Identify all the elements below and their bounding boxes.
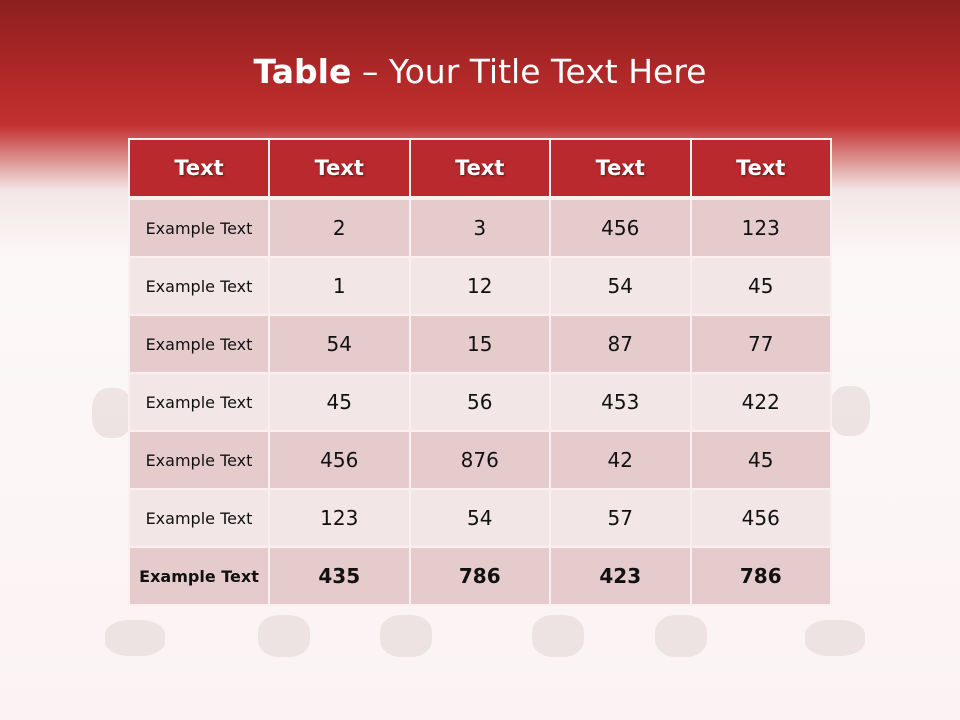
cell-value: 422 xyxy=(689,372,832,432)
cell-value: 57 xyxy=(549,488,692,548)
cell-value: 56 xyxy=(408,372,551,432)
figure-hand-left xyxy=(92,388,132,438)
cell-value: 2 xyxy=(268,197,411,258)
row-label: Example Text xyxy=(128,546,270,606)
title-rest: – Your Title Text Here xyxy=(351,52,707,91)
cell-value: 45 xyxy=(268,372,411,432)
cell-value: 77 xyxy=(689,314,832,374)
data-table: Text Text Text Text Text Example Text 2 3 4… xyxy=(128,138,832,606)
figure-foot xyxy=(805,620,865,656)
header-cell: Text xyxy=(128,138,270,199)
cell-value: 786 xyxy=(689,546,832,606)
table-row: Example Text 456 876 42 45 xyxy=(128,430,832,490)
table-row: Example Text 123 54 57 456 xyxy=(128,488,832,548)
row-label: Example Text xyxy=(128,430,270,490)
cell-value: 456 xyxy=(268,430,411,490)
cell-value: 42 xyxy=(549,430,692,490)
cell-value: 456 xyxy=(689,488,832,548)
figure-foot xyxy=(380,615,432,657)
cell-value: 45 xyxy=(689,256,832,316)
table-row: Example Text 2 3 456 123 xyxy=(128,197,832,258)
cell-value: 876 xyxy=(408,430,551,490)
cell-value: 453 xyxy=(549,372,692,432)
cell-value: 15 xyxy=(408,314,551,374)
total-row: Example Text 435 786 423 786 xyxy=(128,546,832,606)
cell-value: 87 xyxy=(549,314,692,374)
cell-value: 786 xyxy=(408,546,551,606)
cell-value: 123 xyxy=(689,197,832,258)
cell-value: 45 xyxy=(689,430,832,490)
header-row: Text Text Text Text Text xyxy=(128,138,832,199)
header-cell: Text xyxy=(689,138,832,199)
header-cell: Text xyxy=(268,138,411,199)
row-label: Example Text xyxy=(128,197,270,258)
row-label: Example Text xyxy=(128,488,270,548)
row-label: Example Text xyxy=(128,256,270,316)
figure-foot xyxy=(532,615,584,657)
figure-hand-right xyxy=(830,386,870,436)
cell-value: 12 xyxy=(408,256,551,316)
header-cell: Text xyxy=(549,138,692,199)
title-bold: Table xyxy=(253,52,352,91)
figure-foot xyxy=(655,615,707,657)
cell-value: 54 xyxy=(549,256,692,316)
cell-value: 54 xyxy=(408,488,551,548)
cell-value: 123 xyxy=(268,488,411,548)
cell-value: 435 xyxy=(268,546,411,606)
figure-foot xyxy=(105,620,165,656)
figure-foot xyxy=(258,615,310,657)
table-row: Example Text 45 56 453 422 xyxy=(128,372,832,432)
cell-value: 3 xyxy=(408,197,551,258)
cell-value: 423 xyxy=(549,546,692,606)
cell-value: 456 xyxy=(549,197,692,258)
cell-value: 54 xyxy=(268,314,411,374)
row-label: Example Text xyxy=(128,372,270,432)
cell-value: 1 xyxy=(268,256,411,316)
row-label: Example Text xyxy=(128,314,270,374)
slide-title: Table – Your Title Text Here xyxy=(0,52,960,91)
table-row: Example Text 54 15 87 77 xyxy=(128,314,832,374)
header-cell: Text xyxy=(408,138,551,199)
table-row: Example Text 1 12 54 45 xyxy=(128,256,832,316)
